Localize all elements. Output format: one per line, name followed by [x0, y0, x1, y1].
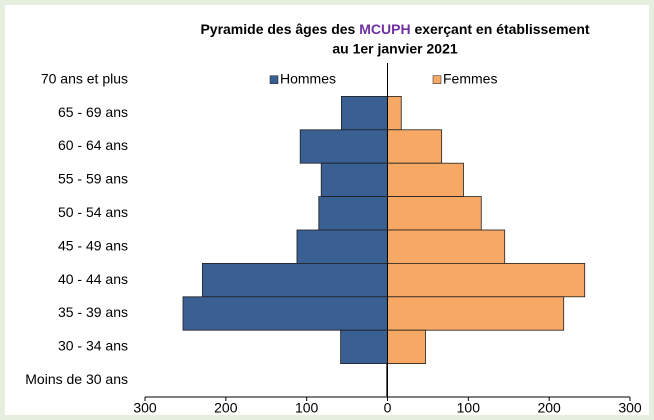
bar	[320, 162, 388, 197]
legend-swatch	[432, 75, 442, 84]
y-tick-label: 65 - 69 ans	[58, 104, 128, 120]
y-tick-label: 30 - 34 ans	[58, 338, 128, 354]
x-tick-label: 200	[214, 400, 238, 416]
bar	[387, 229, 506, 264]
bar	[387, 96, 402, 131]
bar	[387, 162, 464, 197]
bar	[387, 296, 565, 331]
y-tick-label: 35 - 39 ans	[58, 304, 128, 320]
title-part: exerçant en établissement	[414, 21, 589, 37]
x-tick-label: 200	[537, 400, 561, 416]
bar	[341, 96, 388, 131]
legend-swatch	[269, 75, 279, 84]
legend-label: Hommes	[280, 70, 336, 86]
x-tick-label: 300	[133, 400, 157, 416]
x-tick-label: 0	[384, 400, 392, 416]
y-tick-label: 55 - 59 ans	[58, 171, 128, 187]
legend-label: Femmes	[443, 70, 497, 86]
y-tick-label: 70 ans et plus	[41, 70, 128, 86]
bar	[296, 229, 388, 264]
bar	[201, 262, 388, 298]
y-tick-label: 60 - 64 ans	[58, 137, 128, 153]
bar	[387, 262, 586, 298]
x-tick-label: 300	[618, 400, 642, 416]
title-part: Pyramide des âges des	[200, 21, 355, 37]
bar	[387, 196, 482, 231]
y-tick-label: 50 - 54 ans	[58, 204, 128, 220]
x-tick-label: 100	[457, 400, 481, 416]
bar	[340, 329, 388, 365]
y-tick-label: 45 - 49 ans	[58, 237, 128, 253]
title-highlight: MCUPH	[359, 21, 410, 37]
bar	[182, 296, 388, 331]
y-tick-label: 40 - 44 ans	[58, 271, 128, 287]
chart-subtitle: au 1er janvier 2021	[332, 41, 458, 57]
bar	[387, 129, 443, 164]
x-tick-label: 100	[295, 400, 319, 416]
y-tick-label: Moins de 30 ans	[25, 371, 128, 387]
bar	[387, 329, 426, 365]
bar	[299, 129, 388, 164]
bar	[318, 196, 388, 231]
chart-title: Pyramide des âges des MCUPH exerçant en …	[200, 21, 589, 37]
